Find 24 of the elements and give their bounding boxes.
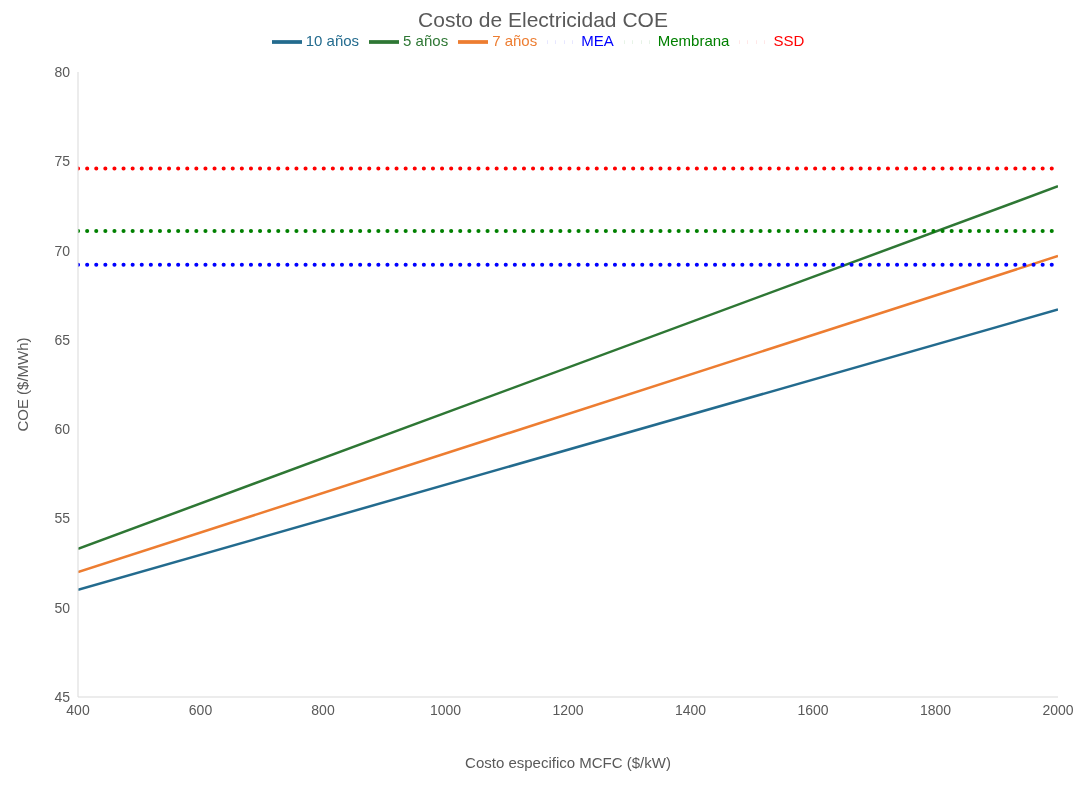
legend-label: 10 años [305,31,360,49]
y-tick-label: 50 [54,599,71,616]
x-tick-label: 1600 [797,701,829,718]
legend-label: 7 años [492,31,538,49]
y-tick-label: 55 [54,510,71,527]
legend-label: MEA [581,31,614,49]
legend-label: Membrana [657,31,730,49]
x-axis-title: Costo especifico MCFC ($/kW) [465,753,671,771]
x-tick-label: 1400 [674,701,707,718]
x-tick-label: 1200 [552,701,584,718]
x-tick-label: 1800 [919,701,952,718]
legend-label: SSD [773,31,805,49]
x-tick-label: 2000 [1042,701,1074,718]
y-tick-label: 65 [54,331,71,348]
legend-label: 5 años [403,31,449,49]
x-tick-label: 800 [311,701,335,718]
chart-title: Costo de Electricidad COE [417,8,669,32]
y-tick-label: 70 [54,242,71,259]
x-tick-label: 600 [188,701,213,718]
y-axis-title: COE ($/MWh) [14,337,32,432]
y-tick-label: 80 [54,63,71,80]
x-tick-label: 1000 [429,701,462,718]
y-tick-label: 60 [54,421,71,438]
y-tick-label: 75 [54,153,71,170]
